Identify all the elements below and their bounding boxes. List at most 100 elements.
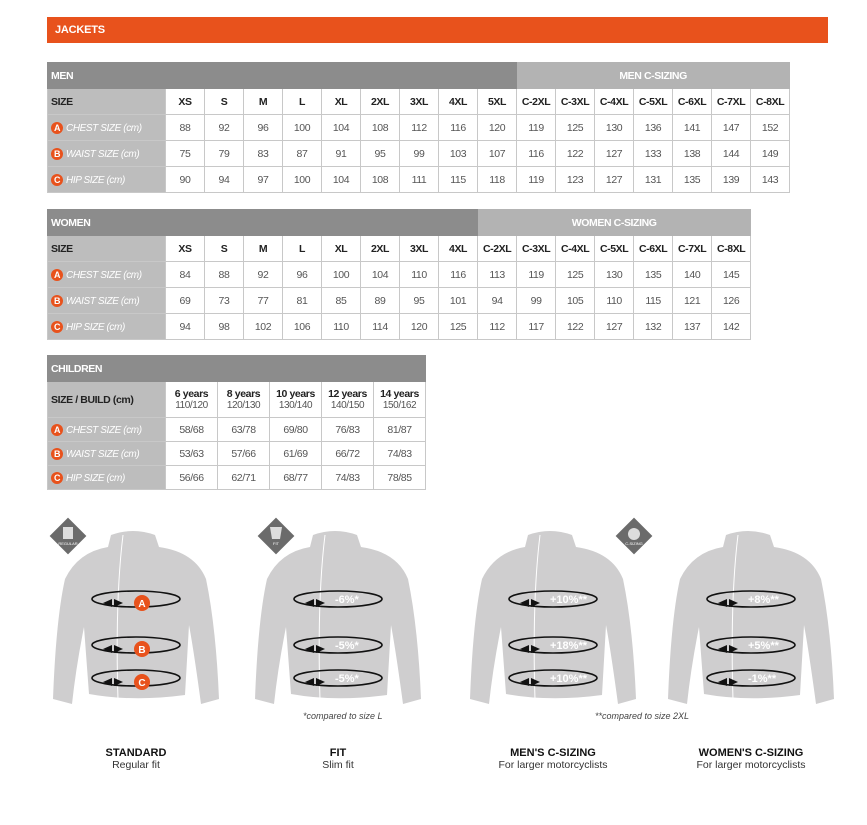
arrow-icon: [103, 645, 123, 653]
measure-loop: [508, 669, 598, 687]
fit-name: STANDARD: [105, 747, 167, 759]
table-cell: 94: [204, 166, 244, 193]
row-label-text: HIP SIZE (cm): [66, 174, 125, 186]
size-label: SIZE: [47, 235, 166, 262]
fit-caption: WOMEN'S C-SIZING For larger motorcyclists: [661, 747, 841, 771]
table-cell: 58/68: [165, 417, 218, 442]
table-cell: 101: [437, 287, 479, 314]
fit-name: FIT: [329, 747, 347, 759]
table-title: MEN: [46, 62, 518, 89]
measure-loop: [706, 590, 796, 608]
table-cell: 110: [594, 287, 635, 314]
table-cell: 123: [555, 166, 596, 193]
table-cell: 139: [711, 166, 752, 193]
table-cell: 127: [594, 166, 635, 193]
age: 8 years: [226, 387, 261, 400]
size-header: XL: [321, 235, 361, 262]
table-cell: 99: [399, 140, 439, 167]
percent-label: -5%*: [335, 673, 360, 685]
zipper-line: [318, 534, 326, 701]
table-cell: 118: [476, 166, 518, 193]
c-sizing-glyph: [628, 528, 640, 540]
table-cell: 152: [750, 114, 791, 141]
fit-caption: STANDARD Regular fit: [46, 747, 226, 771]
fit-footnote: *compared to size L: [303, 711, 383, 721]
fit-description: Regular fit: [112, 759, 160, 771]
b-marker-icon: B: [51, 147, 63, 160]
table-cell: 83: [243, 140, 283, 167]
arrow-icon: [103, 599, 123, 607]
table-cell: 117: [516, 313, 557, 340]
table-cell: 74/83: [321, 465, 374, 490]
table-cell: 104: [360, 261, 400, 288]
row-label-text: CHEST SIZE (cm): [66, 424, 142, 436]
measure-loop: [293, 669, 383, 687]
table-cell: 143: [750, 166, 791, 193]
percent-label: -1%**: [748, 673, 777, 685]
table-cell: 137: [672, 313, 713, 340]
table-cell: 119: [516, 261, 557, 288]
table-row: B WAIST SIZE (cm) 69 73 77 81 85 89 95 101 94 99 105…: [47, 287, 752, 314]
table-cell: 78/85: [372, 465, 427, 490]
table-cell: 61/69: [269, 441, 322, 466]
table-cell: 111: [399, 166, 439, 193]
fit-description: For larger motorcyclists: [498, 759, 608, 771]
size-label: SIZE: [47, 88, 166, 115]
table-cell: 112: [399, 114, 439, 141]
percent-label: +5%**: [748, 640, 780, 652]
fit-description: For larger motorcyclists: [696, 759, 806, 771]
table-row: A CHEST SIZE (cm) 88 92 96 100 104 108 112 116 120…: [47, 114, 791, 141]
table-title: WOMEN: [46, 209, 479, 236]
table-cell: 98: [204, 313, 244, 340]
table-cell: 91: [321, 140, 361, 167]
measure-loop: [706, 669, 796, 687]
table-cell: 62/71: [217, 465, 270, 490]
table-cell: 69: [165, 287, 205, 314]
table-cell: 110: [399, 261, 439, 288]
size-header: S: [204, 88, 244, 115]
section-title: JACKETS: [47, 17, 828, 43]
table-cell: 107: [476, 140, 518, 167]
row-label: C HIP SIZE (cm): [47, 166, 166, 193]
c-sizing-footnote: **compared to size 2XL: [595, 711, 690, 721]
table-cell: 142: [711, 313, 752, 340]
arrow-icon: [718, 645, 738, 653]
percent-label: +10%**: [550, 594, 588, 606]
size-header: 5XL: [476, 88, 518, 115]
b-marker-icon: B: [51, 294, 63, 307]
percent-label: +10%**: [550, 673, 588, 685]
size-header: M: [243, 88, 283, 115]
c-marker-icon: C: [51, 173, 63, 186]
arrow-icon: [718, 678, 738, 686]
table-cell: 73: [204, 287, 244, 314]
table-row: B WAIST SIZE (cm) 53/63 57/66 61/69 66/72 74/8…: [47, 441, 427, 466]
fit-glyph: [270, 527, 282, 539]
table-cell: 94: [165, 313, 205, 340]
arrow-icon: [520, 599, 540, 607]
row-label: C HIP SIZE (cm): [47, 313, 166, 340]
table-cell: 53/63: [165, 441, 218, 466]
table-cell: 125: [437, 313, 479, 340]
fit-caption: FIT Slim fit: [248, 747, 428, 771]
row-label-text: WAIST SIZE (cm): [66, 448, 140, 460]
table-cell: 105: [555, 287, 596, 314]
fit-icon-label: C-SIZING: [625, 541, 643, 546]
age: 10 years: [276, 387, 315, 400]
size-header: C-5XL: [594, 235, 635, 262]
row-label-text: CHEST SIZE (cm): [66, 269, 142, 281]
table-cell: 114: [360, 313, 400, 340]
size-header: C-3XL: [516, 235, 557, 262]
table-cell: 104: [321, 166, 361, 193]
table-cell: 136: [633, 114, 674, 141]
size-header: XS: [165, 235, 205, 262]
marker-badge: [134, 595, 150, 611]
table-cell: 115: [438, 166, 478, 193]
fit-name: WOMEN'S C-SIZING: [698, 747, 804, 759]
arrow-icon: [103, 678, 123, 686]
table-cell: 56/66: [165, 465, 218, 490]
table-row: C HIP SIZE (cm) 56/66 62/71 68/77 74/83 78/85: [47, 465, 427, 490]
table-cell: 68/77: [269, 465, 322, 490]
table-cell: 116: [437, 261, 479, 288]
measure-loop: [508, 590, 598, 608]
